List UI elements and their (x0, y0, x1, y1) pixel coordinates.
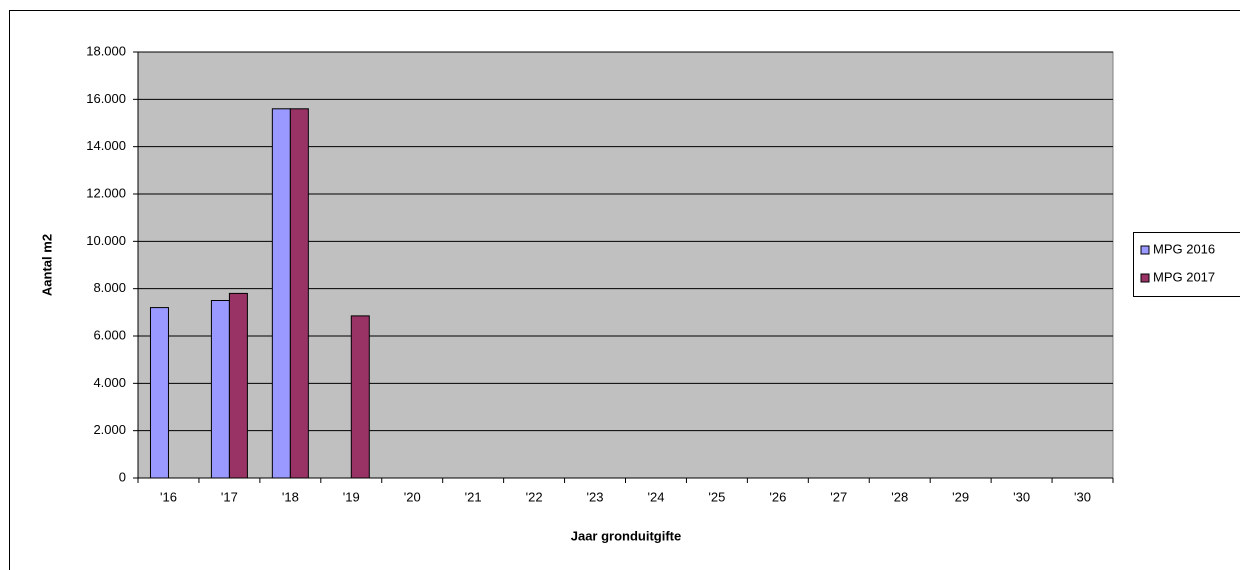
x-tick-label: '17 (221, 489, 238, 504)
bar (149, 307, 169, 479)
x-tick-label: '28 (891, 489, 908, 504)
x-tick-label: '30 (1013, 489, 1030, 504)
bar (289, 108, 309, 479)
bar (271, 108, 291, 479)
x-tick-label: '23 (587, 489, 604, 504)
y-tick-label: 14.000 (86, 138, 126, 153)
x-tick-label: '30 (1074, 489, 1091, 504)
x-tick-label: '27 (830, 489, 847, 504)
y-tick-label: 6.000 (93, 327, 126, 342)
y-tick-label: 18.000 (86, 43, 126, 58)
x-axis-title: Jaar gronduitgifte (571, 528, 682, 543)
bar (228, 292, 248, 479)
x-tick-label: '29 (952, 489, 969, 504)
x-tick-label: '25 (708, 489, 725, 504)
x-tick-label: '26 (769, 489, 786, 504)
y-tick-label: 10.000 (86, 233, 126, 248)
legend-swatch (1140, 245, 1150, 255)
x-tick-label: '20 (404, 489, 421, 504)
x-tick-label: '18 (282, 489, 299, 504)
x-tick-label: '22 (526, 489, 543, 504)
x-tick-label: '16 (160, 489, 177, 504)
x-tick-label: '19 (343, 489, 360, 504)
y-tick-label: 4.000 (93, 375, 126, 390)
bar (210, 300, 230, 479)
y-tick-label: 2.000 (93, 422, 126, 437)
y-tick-label: 16.000 (86, 91, 126, 106)
legend-swatch (1140, 273, 1150, 283)
x-tick-label: '21 (465, 489, 482, 504)
y-tick-label: 0 (119, 469, 126, 484)
y-tick-label: 8.000 (93, 280, 126, 295)
bar (350, 315, 370, 479)
y-axis-title: Aantal m2 (39, 234, 54, 296)
legend-label: MPG 2017 (1153, 269, 1215, 284)
x-tick-label: '24 (647, 489, 664, 504)
legend-box (1133, 232, 1240, 297)
y-tick-label: 12.000 (86, 185, 126, 200)
legend-label: MPG 2016 (1153, 241, 1215, 256)
